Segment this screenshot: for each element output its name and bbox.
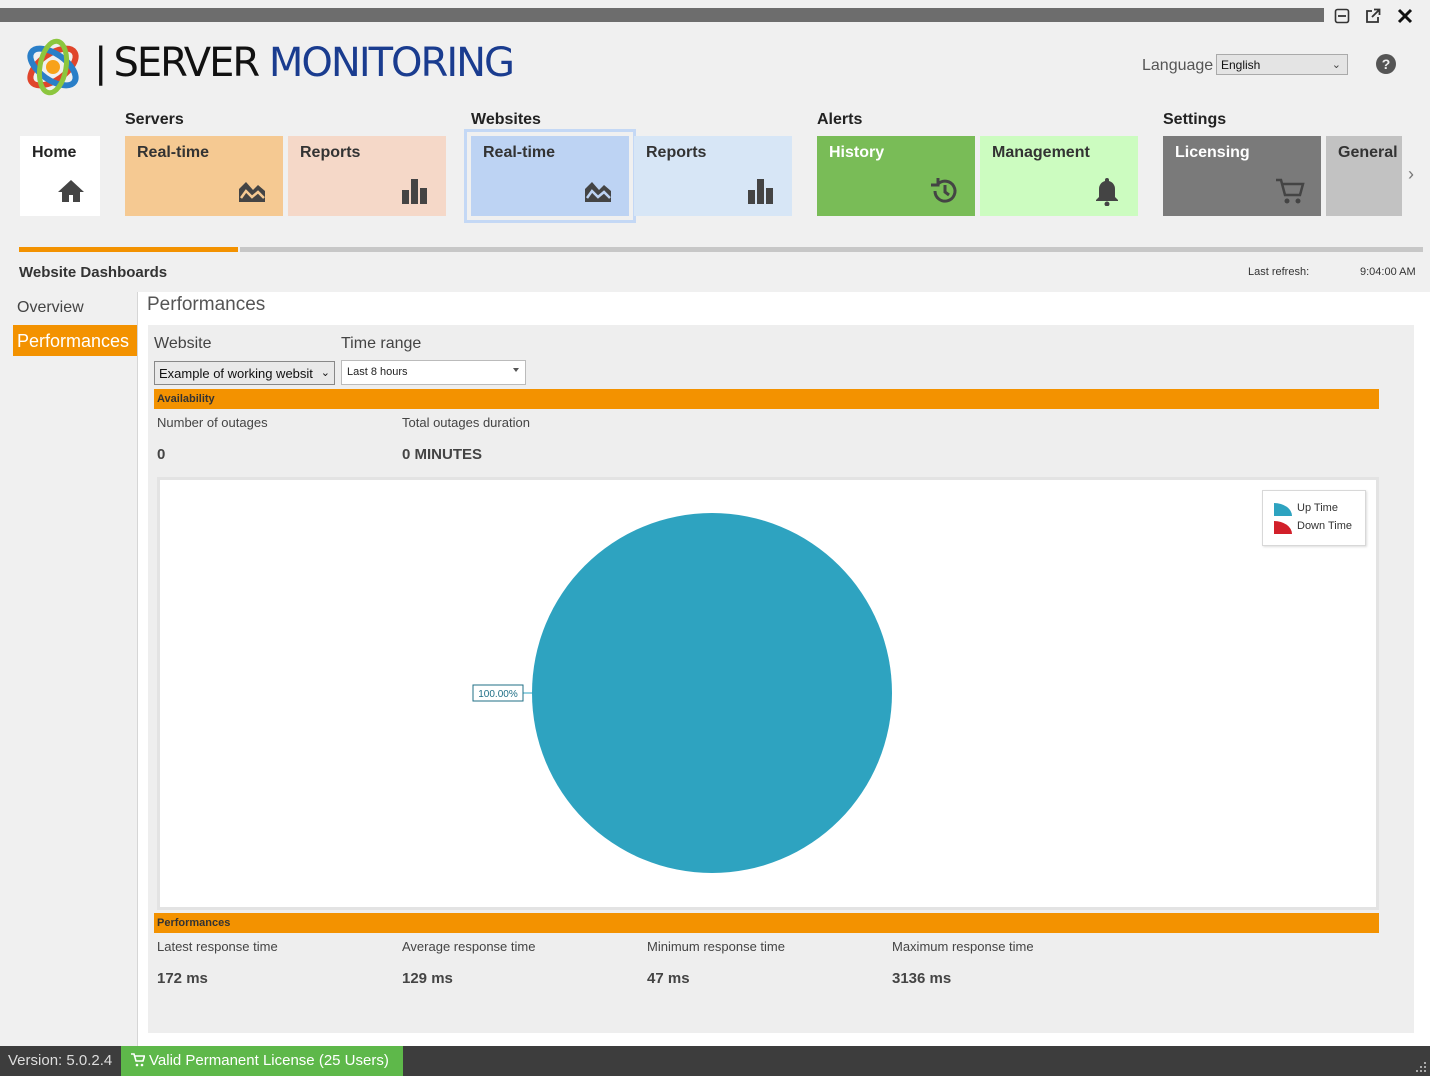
time-range-label: Time range [341,335,422,352]
section-title: Website Dashboards [19,264,168,281]
logo-word-monitoring: MONITORING [268,40,515,86]
bar-chart-icon [748,179,773,204]
maximum-response-label: Maximum response time [892,939,1034,954]
language-select[interactable]: English ⌄ [1216,54,1348,75]
cart-icon [131,1053,145,1067]
pie-slice-up-time [532,513,892,873]
tile-history[interactable]: History [817,136,975,216]
close-icon [1397,8,1413,24]
chevron-down-icon: ⌄ [318,366,330,379]
tile-label: Licensing [1175,144,1250,161]
nav-item-performances[interactable]: Performances [13,325,137,356]
popout-button[interactable] [1363,6,1383,26]
minimize-button[interactable] [1332,6,1352,26]
language-select-value: English [1221,58,1261,72]
latest-response-value: 172 ms [157,970,208,987]
minimum-response-label: Minimum response time [647,939,785,954]
license-status[interactable]: Valid Permanent License (25 Users) [121,1046,403,1076]
cart-icon [1276,178,1305,204]
chart-legend: Up Time Down Time [1262,490,1366,546]
tile-label: History [829,144,885,161]
tile-label: Management [992,144,1090,161]
performances-header: Performances [154,913,1379,933]
tile-label: Home [32,144,77,161]
group-label-websites: Websites [471,111,541,128]
logo-icon [27,38,79,96]
realtime-chart-icon [239,182,265,202]
version-label: Version: 5.0.2.4 [0,1046,121,1076]
home-icon [58,180,84,202]
tile-management[interactable]: Management [980,136,1138,216]
logo-separator: | [94,40,108,86]
tile-label: Real-time [483,144,556,161]
tile-servers-reports[interactable]: Reports [288,136,446,216]
tile-label: Reports [300,144,361,161]
website-select[interactable]: Example of working websit ⌄ [154,361,335,385]
tile-websites-reports[interactable]: Reports [634,136,792,216]
outages-duration-value: 0 MINUTES [402,446,483,463]
data-label-uptime: 100.00% [478,689,518,700]
last-refresh-value: 9:04:00 AM [1360,266,1416,278]
time-range-select-value: Last 8 hours [347,366,408,378]
tile-label: Real-time [137,144,210,161]
tile-licensing[interactable]: Licensing [1163,136,1321,216]
tile-websites-realtime[interactable]: Real-time [471,136,629,216]
tab-scroll-track [240,247,1423,252]
outages-value: 0 [157,446,166,463]
last-refresh-label: Last refresh: [1248,266,1310,278]
license-text: Valid Permanent License (25 Users) [149,1052,389,1069]
tab-scroll-thumb[interactable] [19,247,238,252]
legend-label-uptime: Up Time [1297,502,1338,514]
time-range-select[interactable]: Last 8 hours [341,360,526,385]
legend-swatch-downtime [1274,521,1292,534]
tile-servers-realtime[interactable]: Real-time [125,136,283,216]
data-label-box [472,684,524,702]
website-select-value: Example of working websit [159,366,313,381]
close-button[interactable] [1395,6,1415,26]
outages-label: Number of outages [157,415,268,430]
tile-general-settings[interactable]: General S [1326,136,1402,216]
minimum-response-value: 47 ms [647,970,690,987]
availability-header: Availability [154,389,1379,409]
minimize-icon [1334,8,1350,24]
availability-chart: 100.00% [157,477,1379,910]
tiles-scroll-right-button[interactable]: › [1408,164,1414,184]
divider [137,292,138,1046]
resize-grip-icon[interactable] [1416,1062,1426,1072]
nav-item-overview[interactable]: Overview [17,299,84,316]
group-label-alerts: Alerts [817,111,863,128]
realtime-chart-icon [585,182,611,202]
latest-response-label: Latest response time [157,939,278,954]
page-title: Performances [147,294,266,315]
group-label-servers: Servers [125,111,184,128]
language-label: Language [1142,57,1214,74]
tile-home[interactable]: Home [20,136,100,216]
tile-label: Reports [646,144,707,161]
chevron-down-icon: ⌄ [1331,59,1341,71]
outages-duration-label: Total outages duration [402,415,530,430]
legend-label-downtime: Down Time [1297,520,1353,532]
help-button[interactable]: ? [1376,54,1396,74]
average-response-label: Average response time [402,939,536,954]
caret-down-icon [513,368,519,372]
pie-chart: 100.00% [472,513,892,873]
history-icon [931,178,957,203]
group-label-settings: Settings [1163,111,1227,128]
title-bar [0,8,1324,22]
maximum-response-value: 3136 ms [892,970,952,987]
app-logo-text: | SERVER MONITORING [94,40,515,86]
bar-chart-icon [402,179,427,204]
bell-icon [1096,178,1118,206]
popout-icon [1366,8,1381,23]
logo-word-server: SERVER [113,40,260,86]
legend-swatch-uptime [1274,503,1292,516]
tile-label: General S [1338,144,1402,161]
average-response-value: 129 ms [402,970,453,987]
website-label: Website [154,335,212,352]
